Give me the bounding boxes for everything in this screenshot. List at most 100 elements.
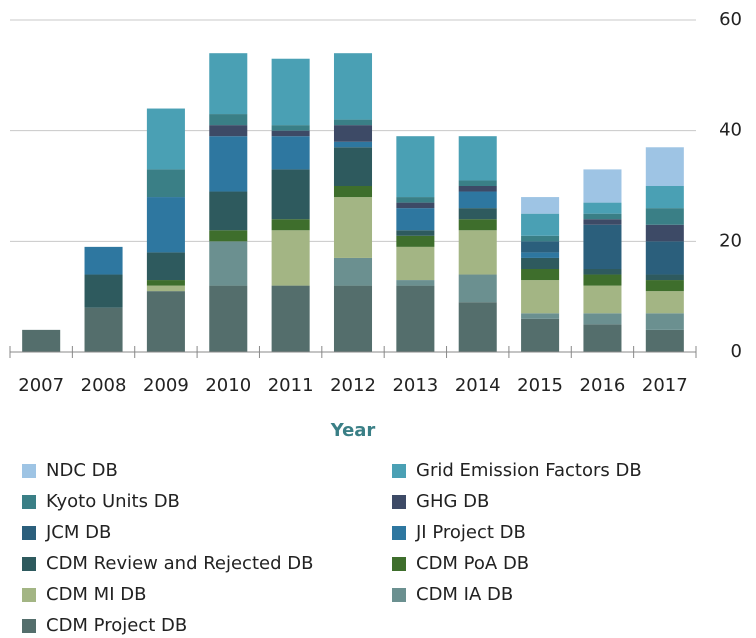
legend-label: CDM PoA DB bbox=[416, 553, 529, 574]
bar-segment bbox=[521, 257, 560, 269]
bar-segment bbox=[396, 235, 435, 247]
bar-segment bbox=[645, 224, 684, 242]
bar-segment bbox=[209, 230, 248, 242]
legend-swatch bbox=[22, 619, 36, 633]
bar-segment bbox=[521, 269, 560, 281]
bar-segment bbox=[583, 285, 622, 314]
bar-segment bbox=[146, 197, 185, 253]
bar-segment bbox=[146, 285, 185, 292]
bar-segment bbox=[333, 197, 373, 258]
bar-segment bbox=[521, 197, 560, 214]
x-tick-label: 2010 bbox=[205, 375, 251, 396]
bar-segment bbox=[333, 257, 373, 286]
bar-segment bbox=[396, 246, 435, 281]
bar-segment bbox=[271, 285, 310, 352]
bar-segment bbox=[521, 313, 560, 319]
bar-segment bbox=[333, 125, 373, 142]
x-tick-label: 2012 bbox=[330, 375, 376, 396]
bar-segment bbox=[458, 302, 497, 352]
bar-segment bbox=[583, 269, 622, 275]
legend-label: CDM MI DB bbox=[46, 584, 146, 605]
bar-segment bbox=[333, 53, 373, 120]
legend-swatch bbox=[392, 557, 406, 571]
bar-segment bbox=[209, 191, 248, 231]
legend-label: CDM Review and Rejected DB bbox=[46, 553, 313, 574]
bar-segment bbox=[521, 213, 560, 236]
bar-segment bbox=[458, 136, 497, 181]
legend-swatch bbox=[392, 464, 406, 478]
bar-segment bbox=[645, 313, 684, 330]
bar-segment bbox=[146, 169, 185, 198]
bar-segment bbox=[396, 197, 435, 203]
bar-segment bbox=[396, 230, 435, 236]
legend-swatch bbox=[22, 495, 36, 509]
legend-label: NDC DB bbox=[46, 460, 118, 481]
bar-segment bbox=[521, 241, 560, 253]
x-tick-label: 2007 bbox=[18, 375, 64, 396]
bar-segment bbox=[645, 274, 684, 281]
legend-label: Kyoto Units DB bbox=[46, 491, 180, 512]
y-tick-label: 0 bbox=[731, 341, 742, 362]
legend-swatch bbox=[22, 588, 36, 602]
bar-segment bbox=[521, 280, 560, 314]
x-tick-label: 2017 bbox=[642, 375, 688, 396]
bar-segment bbox=[209, 241, 248, 286]
bar-segment bbox=[458, 208, 497, 220]
legend-swatch bbox=[22, 557, 36, 571]
bar-segment bbox=[645, 280, 684, 292]
bar-segment bbox=[583, 169, 622, 203]
bar-segment bbox=[146, 280, 185, 286]
bar-segment bbox=[146, 291, 185, 352]
bar-segment bbox=[458, 274, 497, 303]
bar-segment bbox=[645, 329, 684, 352]
x-tick-label: 2013 bbox=[392, 375, 438, 396]
bar-segment bbox=[333, 119, 373, 126]
bar-segment bbox=[645, 147, 684, 186]
bar-segment bbox=[209, 125, 248, 137]
y-tick-label: 60 bbox=[719, 9, 742, 30]
legend-label: JCM DB bbox=[45, 522, 111, 543]
bar-segment bbox=[583, 202, 622, 214]
x-tick-label: 2009 bbox=[143, 375, 189, 396]
bar-segment bbox=[583, 219, 622, 225]
bar-segment bbox=[521, 235, 560, 242]
bar-segment bbox=[22, 329, 61, 352]
x-tick-label: 2015 bbox=[517, 375, 563, 396]
bar-segment bbox=[583, 313, 622, 325]
bar-segment bbox=[521, 318, 560, 352]
x-axis-label: Year bbox=[330, 420, 376, 441]
bar-segment bbox=[521, 252, 560, 258]
bar-segment bbox=[209, 285, 248, 352]
bar-segment bbox=[271, 58, 310, 126]
bar-segment bbox=[583, 324, 622, 352]
x-tick-label: 2014 bbox=[455, 375, 501, 396]
x-tick-label: 2016 bbox=[580, 375, 626, 396]
bar-segment bbox=[333, 147, 373, 186]
bar-segment bbox=[645, 291, 684, 314]
bar-segment bbox=[333, 141, 373, 148]
bar-segment bbox=[583, 274, 622, 286]
bar-segment bbox=[271, 136, 310, 170]
legend-swatch bbox=[392, 526, 406, 540]
y-tick-label: 40 bbox=[719, 120, 742, 141]
bar-segment bbox=[396, 280, 435, 286]
x-tick-label: 2008 bbox=[81, 375, 127, 396]
bar-segment bbox=[396, 285, 435, 352]
bar-segment bbox=[271, 125, 310, 131]
legend-label: CDM IA DB bbox=[416, 584, 513, 605]
bar-segment bbox=[84, 274, 123, 308]
bar-segment bbox=[84, 307, 123, 352]
bar-segment bbox=[396, 208, 435, 231]
bar-segment bbox=[271, 230, 310, 286]
bar-segment bbox=[458, 180, 497, 186]
legend-swatch bbox=[392, 495, 406, 509]
bar-segment bbox=[458, 219, 497, 231]
bar-segment bbox=[396, 202, 435, 209]
bar-segment bbox=[209, 114, 248, 126]
bar-segment bbox=[583, 213, 622, 220]
x-tick-label: 2011 bbox=[268, 375, 314, 396]
bar-segment bbox=[209, 136, 248, 192]
bar-segment bbox=[645, 241, 684, 275]
bar-segment bbox=[645, 186, 684, 209]
bar-segment bbox=[146, 252, 185, 281]
